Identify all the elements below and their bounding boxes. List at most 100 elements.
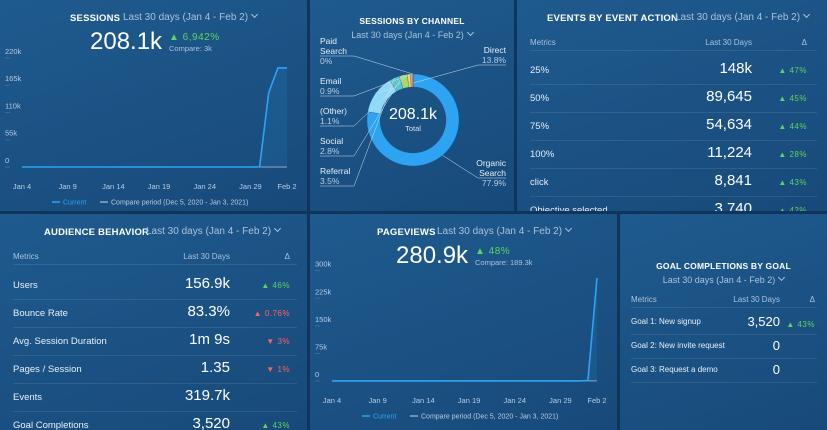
- audience-panel: AUDIENCE BEHAVIOR Last 30 days (Jan 4 - …: [0, 214, 307, 430]
- x-tick-label: Jan 19: [148, 182, 171, 191]
- goals-panel: GOAL COMPLETIONS BY GOAL Last 30 days (J…: [620, 214, 827, 430]
- metric-delta: ▲ 0.76%: [253, 309, 290, 318]
- date-range[interactable]: Last 30 days (Jan 4 - Feb 2): [146, 226, 280, 237]
- metric-delta: ▲ 43%: [778, 178, 807, 187]
- leader-line: [320, 55, 414, 75]
- donut-category: Referral: [320, 166, 351, 176]
- table-header: Last 30 Days: [183, 252, 230, 261]
- metric-delta: ▲ 46%: [261, 281, 290, 290]
- donut-category: Paid Search: [320, 36, 347, 56]
- metric-value: 3,740: [714, 200, 752, 211]
- table-header: Metrics: [530, 38, 556, 47]
- metric-value: 83.3%: [187, 303, 230, 320]
- leader-line: [320, 74, 404, 157]
- x-tick-label: Jan 24: [193, 182, 216, 191]
- metric-name: Events: [13, 392, 43, 403]
- metric-value: 319.7k: [184, 387, 230, 404]
- metric-name: Goal 3: Request a demo: [631, 365, 718, 374]
- events-panel: EVENTS BY EVENT ACTION Last 30 days (Jan…: [517, 0, 827, 211]
- metric-name: click: [530, 177, 549, 188]
- row-separator: [530, 50, 817, 51]
- table-header: Last 30 Days: [733, 295, 780, 304]
- y-tick-label: 300k: [315, 260, 332, 269]
- donut-value: 0.9%: [320, 86, 340, 96]
- x-tick-label: Jan 4: [13, 182, 31, 191]
- date-range[interactable]: Last 30 days (Jan 4 - Feb 2): [310, 30, 514, 40]
- metric-name: 100%: [530, 149, 555, 160]
- donut-value: 0%: [320, 56, 333, 66]
- line-area: [22, 67, 287, 167]
- donut-category: Email: [320, 76, 342, 86]
- y-tick-label: 110k: [5, 101, 21, 110]
- x-tick-label: Jan 24: [503, 396, 526, 405]
- kpi-change: ▲ 48%: [475, 246, 511, 257]
- y-tick-label: 0: [315, 370, 319, 379]
- metric-delta: ▲ 43%: [786, 320, 815, 329]
- donut-label: Social 2.8%: [320, 136, 360, 156]
- metric-value: 54,634: [706, 116, 752, 133]
- x-tick-label: Jan 29: [549, 396, 572, 405]
- y-tick-label: 165k: [5, 74, 22, 83]
- line-series: [332, 277, 598, 382]
- x-tick-label: Jan 19: [458, 396, 481, 405]
- kpi-value: 208.1k: [90, 28, 163, 55]
- metric-delta: ▲ 28%: [778, 150, 807, 159]
- x-tick-label: Jan 9: [369, 396, 387, 405]
- y-tick-label: 55k: [5, 129, 17, 138]
- donut-total-label: Total: [405, 124, 421, 133]
- y-tick-label: 150k: [315, 315, 332, 324]
- donut-category: Social: [320, 136, 344, 146]
- row-separator: [13, 264, 297, 265]
- panel-title: PAGEVIEWS: [377, 227, 436, 238]
- donut-category: Organic Search: [476, 158, 506, 178]
- table-header: Last 30 Days: [705, 38, 752, 47]
- date-range[interactable]: Last 30 days (Jan 4 - Feb 2): [437, 226, 571, 237]
- row-separator: [631, 307, 817, 308]
- y-tick-label: 75k: [315, 342, 327, 351]
- metric-name: Users: [13, 280, 38, 291]
- metric-delta: ▲ 45%: [778, 94, 807, 103]
- metric-value: 0: [772, 362, 780, 377]
- metric-value: 3,520: [192, 415, 230, 430]
- metric-delta: ▲ 44%: [778, 122, 807, 131]
- donut-slice: [410, 73, 414, 88]
- table-header: Metrics: [13, 252, 39, 261]
- kpi-compare: Compare: 3k: [169, 44, 212, 53]
- legend-label: Compare period (Dec 5, 2020 - Jan 3, 202…: [421, 414, 558, 421]
- leader-line: [320, 74, 409, 127]
- x-tick-label: Feb 2: [587, 396, 606, 405]
- line-chart: 0 75k 150k 225k 300k Jan 4 Jan 9 Jan 14 Jan 19 Ja…: [315, 260, 607, 421]
- metric-value: 1m 9s: [189, 331, 230, 348]
- leader-line: [442, 155, 506, 179]
- date-range[interactable]: Last 30 days (Jan 4 - Feb 2): [123, 12, 257, 23]
- metric-delta: ▲ 43%: [261, 421, 290, 430]
- kpi-value: 280.9k: [396, 242, 469, 269]
- donut-value: 77.9%: [481, 178, 506, 188]
- donut-total: 208.1k: [389, 106, 438, 123]
- date-range[interactable]: Last 30 days (Jan 4 - Feb 2): [620, 275, 827, 285]
- kpi-change: ▲ 6,942%: [169, 32, 220, 43]
- metric-name: Goal 2: New invite request: [631, 341, 725, 350]
- leader-line: [320, 77, 395, 187]
- line-chart: 0 55k 110k 165k 220k Jan 4 Jan 9 Jan 14 Jan 19 Ja…: [5, 47, 297, 207]
- line-series: [22, 67, 287, 168]
- metric-value: 89,645: [706, 88, 752, 105]
- row-separator: [13, 383, 297, 384]
- row-separator: [530, 140, 817, 141]
- x-tick-label: Jan 9: [59, 182, 77, 191]
- x-tick-label: Feb 2: [277, 182, 296, 191]
- panel-title: SESSIONS BY CHANNEL: [359, 16, 465, 26]
- row-separator: [530, 168, 817, 169]
- metric-value: 11,224: [707, 144, 752, 161]
- donut-slice: [366, 73, 460, 167]
- metric-name: Objective selected: [530, 205, 608, 211]
- metric-delta: ▲ 47%: [778, 66, 807, 75]
- donut-value: 13.8%: [481, 55, 506, 65]
- date-range[interactable]: Last 30 days (Jan 4 - Feb 2): [675, 12, 809, 23]
- metric-value: 0: [772, 338, 780, 353]
- metric-name: Goal 1: New signup: [631, 317, 701, 326]
- table-header: Metrics: [631, 295, 657, 304]
- donut-label: Paid Search 0%: [320, 36, 356, 66]
